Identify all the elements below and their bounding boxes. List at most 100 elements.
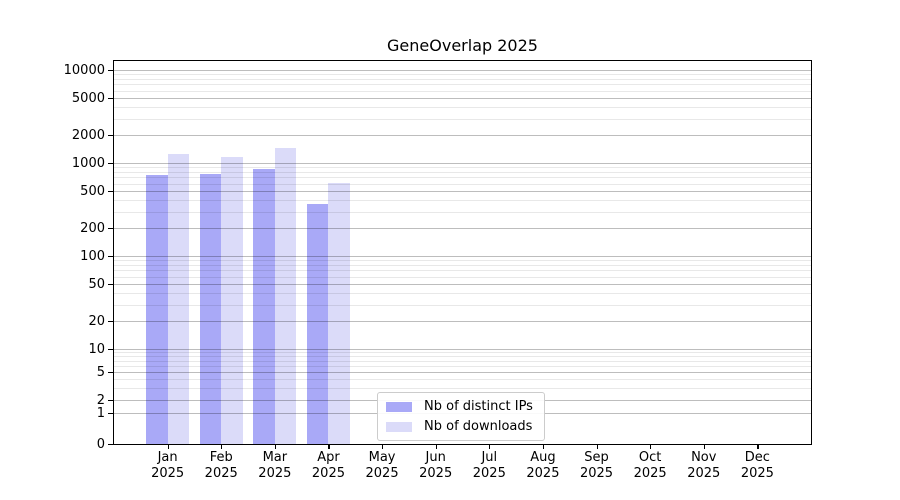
y-tick-label: 2000 — [71, 128, 105, 143]
x-tick-label: Apr 2025 — [296, 450, 360, 482]
chart-title: GeneOverlap 2025 — [387, 36, 538, 55]
x-tick-mark — [489, 444, 491, 449]
major-gridline — [114, 321, 811, 322]
minor-gridline — [114, 265, 811, 266]
bar-downloads-feb — [221, 156, 243, 444]
legend-swatch — [386, 421, 412, 432]
x-tick-month: Feb — [209, 450, 233, 465]
legend-swatch — [386, 401, 412, 412]
minor-gridline — [114, 360, 811, 362]
x-tick-mark — [650, 444, 652, 449]
bar-distinct-ips-apr — [306, 203, 329, 444]
y-tick-label: 0 — [96, 436, 105, 452]
minor-gridline — [114, 167, 811, 169]
x-tick-mark — [542, 444, 545, 449]
y-tick-mark — [108, 135, 114, 137]
x-tick-year: 2025 — [151, 466, 185, 481]
x-tick-label: Jul 2025 — [457, 450, 521, 482]
x-tick-label: May 2025 — [350, 450, 414, 482]
x-tick-label: Jan 2025 — [136, 450, 200, 482]
x-tick-month: Nov — [691, 450, 717, 465]
bar-downloads-apr — [328, 182, 350, 444]
minor-gridline — [114, 79, 811, 80]
major-gridline — [114, 163, 811, 164]
minor-gridline — [114, 387, 811, 389]
y-tick-mark — [108, 372, 114, 374]
bar-distinct-ips-mar — [253, 169, 275, 444]
x-tick-mark — [328, 444, 330, 449]
x-tick-year: 2025 — [633, 466, 667, 481]
minor-gridline — [114, 270, 811, 272]
bar-downloads-jan — [167, 153, 190, 444]
legend-label: Nb of distinct IPs — [424, 399, 533, 414]
x-tick-year: 2025 — [204, 466, 238, 481]
minor-gridline — [114, 378, 811, 380]
x-tick-mark — [274, 444, 277, 449]
x-tick-mark — [435, 444, 437, 449]
y-tick-mark — [108, 70, 114, 72]
x-tick-month: Oct — [638, 450, 662, 465]
minor-gridline — [114, 352, 811, 354]
major-gridline — [114, 97, 811, 99]
y-tick-label: 1000 — [71, 156, 105, 171]
minor-gridline — [114, 200, 811, 201]
minor-gridline — [114, 84, 811, 86]
x-tick-month: Jun — [425, 450, 446, 465]
major-gridline — [114, 283, 811, 285]
minor-gridline — [114, 304, 811, 306]
y-tick-label: 2 — [96, 393, 105, 408]
legend-item: Nb of downloads — [386, 419, 535, 434]
minor-gridline — [114, 177, 811, 179]
x-tick-label: Nov 2025 — [672, 450, 736, 482]
minor-gridline — [114, 74, 811, 76]
minor-gridline — [114, 172, 811, 173]
y-tick-mark — [108, 190, 114, 193]
y-tick-label: 5 — [96, 365, 105, 380]
y-tick-mark — [108, 97, 114, 100]
y-tick-label: 50 — [88, 276, 105, 292]
x-tick-year: 2025 — [687, 466, 721, 481]
x-tick-label: Aug 2025 — [511, 450, 575, 482]
x-tick-month: Apr — [317, 450, 340, 465]
y-tick-mark — [108, 228, 114, 230]
minor-gridline — [114, 183, 811, 185]
minor-gridline — [114, 276, 811, 278]
minor-gridline — [114, 90, 811, 92]
y-tick-label: 500 — [80, 183, 105, 199]
y-tick-label: 10 — [88, 342, 105, 357]
x-tick-year: 2025 — [258, 466, 292, 481]
y-tick-mark — [108, 412, 114, 414]
y-tick-mark — [108, 349, 114, 351]
bar-distinct-ips-feb — [199, 174, 222, 444]
x-tick-label: Dec 2025 — [725, 450, 789, 482]
x-tick-month: Sep — [584, 450, 609, 465]
x-tick-label: Sep 2025 — [565, 450, 629, 482]
minor-gridline — [114, 260, 811, 262]
minor-gridline — [114, 211, 811, 213]
x-tick-month: Aug — [530, 450, 556, 465]
x-tick-year: 2025 — [579, 466, 614, 481]
y-tick-label: 1 — [96, 405, 105, 421]
bar-downloads-mar — [274, 147, 297, 444]
x-tick-month: Mar — [262, 450, 288, 465]
y-tick-label: 20 — [88, 314, 105, 329]
major-gridline — [114, 372, 811, 373]
y-tick-label: 10000 — [63, 63, 105, 78]
x-tick-month: May — [368, 450, 396, 465]
x-tick-label: Oct 2025 — [618, 450, 682, 482]
y-tick-label: 200 — [80, 221, 105, 236]
legend-item: Nb of distinct IPs — [386, 399, 535, 414]
x-tick-mark — [382, 444, 384, 449]
legend-label: Nb of downloads — [424, 419, 533, 434]
x-tick-year: 2025 — [472, 466, 506, 481]
x-tick-year: 2025 — [740, 466, 774, 481]
major-gridline — [114, 228, 811, 229]
legend: Nb of distinct IPs Nb of downloads — [377, 392, 545, 441]
x-tick-year: 2025 — [419, 466, 453, 481]
y-tick-mark — [108, 283, 114, 286]
x-tick-mark — [221, 444, 223, 449]
major-gridline — [114, 135, 811, 136]
